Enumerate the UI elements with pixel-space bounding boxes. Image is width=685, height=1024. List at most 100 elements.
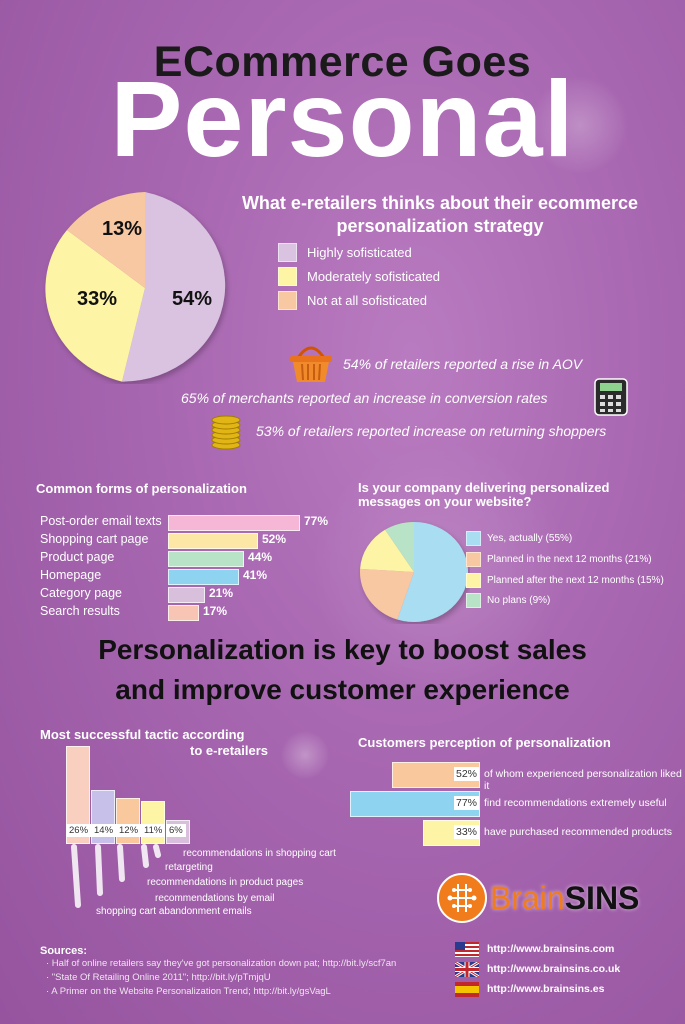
stat-aov: 54% of retailers reported a rise in AOV bbox=[343, 356, 583, 372]
delivering-legend-item: No plans (9%) bbox=[466, 593, 550, 608]
common-form-label: Post-order email texts bbox=[40, 514, 162, 528]
brand-name-part2: SINS bbox=[564, 880, 640, 916]
legend-label: Yes, actually (55%) bbox=[487, 533, 573, 544]
tactic-bar bbox=[141, 801, 165, 844]
common-form-label: Category page bbox=[40, 586, 123, 600]
common-form-bar bbox=[168, 551, 244, 567]
legend-swatch bbox=[466, 573, 481, 588]
tactic-label: recommendations in shopping cart bbox=[183, 848, 336, 859]
common-form-bar bbox=[168, 605, 199, 621]
common-form-bar bbox=[168, 587, 205, 603]
legend-label: Not at all sofisticated bbox=[307, 293, 427, 308]
tactic-value: 11% bbox=[141, 824, 166, 837]
delivering-legend-item: Planned after the next 12 months (15%) bbox=[466, 573, 664, 588]
common-form-label: Shopping cart page bbox=[40, 532, 149, 546]
common-form-value: 17% bbox=[203, 604, 228, 618]
tactic-bar bbox=[116, 798, 140, 844]
common-form-value: 52% bbox=[262, 532, 287, 546]
legend-swatch bbox=[466, 593, 481, 608]
pie-slice-not-at-all bbox=[67, 192, 145, 288]
brand-name: BrainSINS bbox=[490, 880, 639, 917]
common-form-label: Product page bbox=[40, 550, 115, 564]
tactic-value: 6% bbox=[166, 824, 186, 837]
perception-value: 77% bbox=[454, 796, 480, 810]
delivering-pie-chart bbox=[360, 522, 468, 622]
stat-returning: 53% of retailers reported increase on re… bbox=[256, 423, 607, 439]
headline-line-2: and improve customer experience bbox=[115, 674, 570, 705]
shopping-basket-icon bbox=[290, 346, 332, 382]
strategy-question: What e-retailers thinks about their ecom… bbox=[241, 193, 639, 236]
title-line-2: Personal bbox=[110, 58, 575, 179]
pie-label-33: 33% bbox=[77, 288, 117, 310]
delivering-pie-slice bbox=[385, 522, 414, 572]
legend-label: Moderately sofisticated bbox=[307, 269, 440, 284]
tactic-value: 26% bbox=[66, 824, 92, 837]
link-brainsins-es[interactable]: http://www.brainsins.es bbox=[487, 983, 605, 995]
common-form-value: 21% bbox=[209, 586, 234, 600]
perception-label: find recommendations extremely useful bbox=[484, 797, 667, 809]
legend-label: No plans (9%) bbox=[487, 595, 551, 606]
pie-label-13: 13% bbox=[102, 218, 142, 240]
source-item: · Half of online retailers say they've g… bbox=[46, 958, 397, 969]
sources-heading: Sources: bbox=[40, 945, 88, 957]
tactics-title-line-2: to e-retailers bbox=[190, 743, 269, 758]
legend-label: Planned after the next 12 months (15%) bbox=[487, 575, 664, 586]
common-form-value: 77% bbox=[304, 514, 329, 528]
source-item: · A Primer on the Website Personalizatio… bbox=[46, 986, 331, 997]
tactic-label: recommendations in product pages bbox=[147, 877, 304, 888]
tactic-label: retargeting bbox=[165, 862, 213, 873]
perception-value: 33% bbox=[454, 825, 480, 839]
strategy-legend-item: Highly sofisticated bbox=[278, 243, 412, 262]
tactic-value: 14% bbox=[91, 824, 117, 837]
us-flag-icon bbox=[455, 942, 479, 957]
lens-flare bbox=[280, 730, 330, 780]
common-form-value: 44% bbox=[248, 550, 273, 564]
pie-slice-moderately bbox=[45, 230, 145, 382]
title-line-1: ECommerce Goes bbox=[153, 38, 532, 86]
source-item: · "State Of Retailing Online 2011"; http… bbox=[46, 972, 271, 983]
delivering-legend-item: Yes, actually (55%) bbox=[466, 531, 572, 546]
strategy-pie-chart: 54% 33% 13% bbox=[45, 192, 226, 382]
legend-swatch bbox=[278, 267, 297, 286]
common-form-bar bbox=[168, 533, 258, 549]
perception-label: of whom experienced personalization like… bbox=[484, 768, 682, 792]
legend-swatch bbox=[278, 243, 297, 262]
perception-label: have purchased recommended products bbox=[484, 826, 672, 838]
brush-stroke-decoration bbox=[71, 844, 161, 908]
common-form-bar bbox=[168, 569, 239, 585]
calculator-icon bbox=[594, 378, 628, 416]
tactic-label: recommendations by email bbox=[155, 893, 275, 904]
brainsins-logo-icon bbox=[437, 873, 487, 923]
stat-conversion: 65% of merchants reported an increase in… bbox=[181, 390, 548, 406]
common-form-bar bbox=[168, 515, 300, 531]
coins-icon bbox=[211, 415, 241, 450]
legend-swatch bbox=[466, 531, 481, 546]
link-brainsins-com[interactable]: http://www.brainsins.com bbox=[487, 943, 615, 955]
delivering-legend-item: Planned in the next 12 months (21%) bbox=[466, 552, 652, 567]
tactics-chart: 26% 14% 12% 11% 6% bbox=[60, 746, 200, 844]
common-form-value: 41% bbox=[243, 568, 268, 582]
legend-label: Highly sofisticated bbox=[307, 245, 412, 260]
link-brainsins-co-uk[interactable]: http://www.brainsins.co.uk bbox=[487, 963, 621, 975]
tactic-value: 12% bbox=[116, 824, 142, 837]
perception-title: Customers perception of personalization bbox=[358, 735, 611, 750]
strategy-legend-item: Not at all sofisticated bbox=[278, 291, 427, 310]
brand-name-part1: Brain bbox=[490, 880, 565, 916]
strategy-legend-item: Moderately sofisticated bbox=[278, 267, 440, 286]
uk-flag-icon bbox=[455, 962, 479, 977]
delivering-pie-slice bbox=[360, 529, 414, 572]
common-form-label: Search results bbox=[40, 604, 120, 618]
legend-swatch bbox=[278, 291, 297, 310]
tactics-title-line-1: Most successful tactic according bbox=[40, 727, 245, 742]
es-flag-icon bbox=[455, 982, 479, 997]
tactic-label: shopping cart abandonment emails bbox=[96, 906, 252, 917]
delivering-pie-slice bbox=[360, 568, 414, 620]
common-forms-title: Common forms of personalization bbox=[36, 481, 247, 496]
delivering-pie-slice bbox=[397, 522, 468, 622]
common-form-label: Homepage bbox=[40, 568, 102, 582]
legend-label: Planned in the next 12 months (21%) bbox=[487, 554, 652, 565]
pie-slice-highly bbox=[122, 192, 226, 382]
headline-line-1: Personalization is key to boost sales bbox=[98, 634, 587, 665]
perception-value: 52% bbox=[454, 767, 480, 781]
pie-label-54: 54% bbox=[172, 288, 212, 310]
